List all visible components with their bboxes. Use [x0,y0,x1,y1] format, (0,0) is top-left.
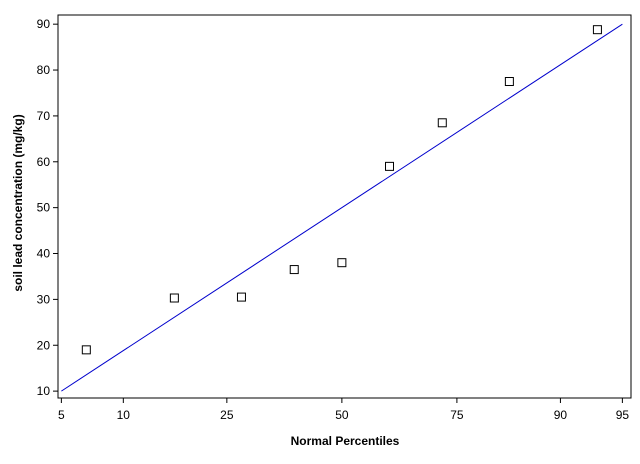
y-axis-title: soil lead concentration (mg/kg) [11,114,25,291]
data-point-3 [236,292,246,302]
x-tick-label-5: 5 [58,408,65,422]
y-tick-label-60: 60 [37,155,51,169]
data-point-8 [504,77,514,87]
data-point-2 [169,293,179,303]
y-tick-label-50: 50 [37,201,51,215]
x-tick-label-95: 95 [616,408,630,422]
y-tick-label-30: 30 [37,292,51,306]
data-point-7 [437,118,447,128]
y-tick-label-40: 40 [37,247,51,261]
data-point-9 [592,25,602,35]
y-tick-label-70: 70 [37,109,51,123]
x-tick-label-10: 10 [117,408,131,422]
x-tick-label-25: 25 [220,408,234,422]
y-tick-label-20: 20 [37,338,51,352]
y-tick-label-90: 90 [37,17,51,31]
x-axis-title: Normal Percentiles [291,434,400,448]
x-tick-label-75: 75 [450,408,464,422]
data-point-4 [289,265,299,275]
plot-frame [57,14,632,399]
x-tick-label-90: 90 [554,408,568,422]
data-point-6 [385,161,395,171]
data-point-1 [81,345,91,355]
data-point-5 [337,258,347,268]
y-tick-label-80: 80 [37,63,51,77]
y-tick-label-10: 10 [37,384,51,398]
x-tick-label-50: 50 [335,408,349,422]
reference-line [61,23,623,392]
